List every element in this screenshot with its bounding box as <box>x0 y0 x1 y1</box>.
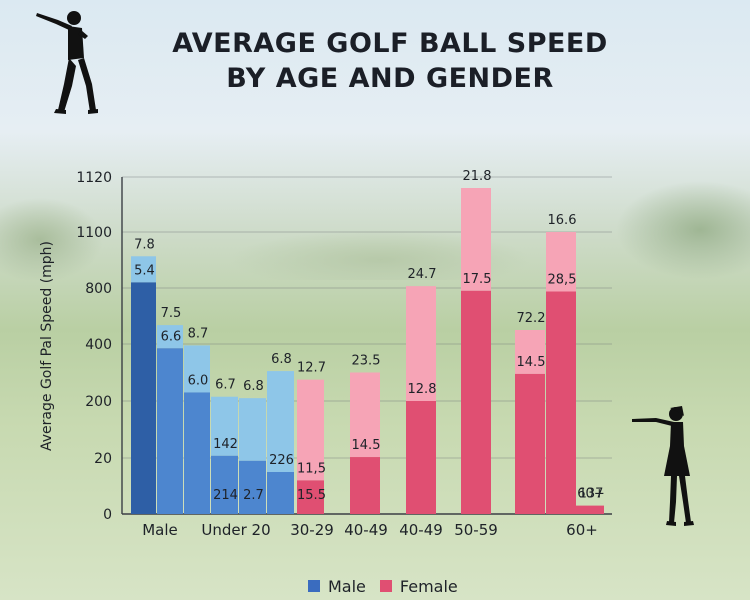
bar-lower-segment <box>131 282 156 514</box>
legend-label-female: Female <box>399 576 458 596</box>
x-category-label: 50-59 <box>454 521 498 539</box>
bar-inner-label: 142 <box>213 437 238 452</box>
bar-top-label: 6.8 <box>243 379 264 394</box>
bar-top-label: 60+ <box>577 487 604 502</box>
bar-upper-segment <box>131 256 156 283</box>
bar-lower-segment <box>546 291 576 514</box>
bar-top-label: 23.5 <box>352 354 381 369</box>
y-tick-label: 0 <box>103 507 112 523</box>
x-axis-labels: Male Under 20 30-29 40-49 40-49 50-59 60+ <box>142 521 598 539</box>
bar-upper-segment <box>350 372 380 458</box>
bar-lower-segment <box>297 480 324 514</box>
bar-upper-segment <box>546 232 576 292</box>
y-tick-label: 800 <box>85 281 112 297</box>
bar-inner-label: 11,5 <box>297 461 326 476</box>
bar-inner-label: 6.0 <box>188 373 209 388</box>
bar-lower-segment <box>157 348 183 514</box>
bar-inner-label: 14.5 <box>517 355 546 370</box>
bar-inner-label: 14.5 <box>352 438 381 453</box>
bar-inner-label: 28,5 <box>548 273 577 288</box>
chart-title: AVERAGE GOLF BALL SPEED BY AGE AND GENDE… <box>90 26 690 96</box>
bar-lower-segment <box>267 472 294 514</box>
male-golfer-icon <box>36 11 98 114</box>
bar-inner-label: 17.5 <box>463 272 492 287</box>
female-golfer-icon <box>632 406 694 526</box>
y-tick-label: 1120 <box>76 170 112 186</box>
y-tick-label: 1100 <box>76 225 112 241</box>
bar-top-label: 6.7 <box>215 378 236 393</box>
bar-top-label: 6.8 <box>271 352 292 367</box>
legend-label-male: Male <box>328 576 366 596</box>
bar-top-label: 21.8 <box>463 169 492 184</box>
chart-title-line-2: BY AGE AND GENDER <box>226 63 554 94</box>
bar-inner-label: 5.4 <box>134 263 155 278</box>
bar-lower-segment <box>406 401 436 514</box>
bar-inner-label: 137 <box>579 487 604 502</box>
bar-upper-segment <box>461 188 491 291</box>
bar-lower-segment <box>515 373 545 514</box>
bar-bottom-label: 15.5 <box>297 488 326 503</box>
bar-lower-segment <box>576 505 604 514</box>
bar-upper-segment <box>157 325 183 349</box>
y-tick-label: 400 <box>85 337 112 353</box>
x-category-label: 40-49 <box>344 521 388 539</box>
bar-inner-label: 6.6 <box>161 329 182 344</box>
legend-swatch-male <box>308 580 320 592</box>
chart-title-line-1: AVERAGE GOLF BALL SPEED <box>172 28 608 59</box>
bar-upper-segment <box>267 371 294 472</box>
bar-top-label: 72.2 <box>517 311 546 326</box>
bar-top-label: 16.6 <box>548 213 577 228</box>
bar-lower-segment <box>350 457 380 514</box>
x-category-label: Male <box>142 521 178 539</box>
y-axis-ticks: 0 20 200 400 800 1100 1120 <box>76 170 112 523</box>
bar-top-label: 24.7 <box>408 267 437 282</box>
bar-bottom-label: 214 <box>213 488 238 503</box>
y-tick-label: 200 <box>85 394 112 410</box>
bar-upper-segment <box>211 396 238 456</box>
bar-top-label: 12.7 <box>297 361 326 376</box>
bar-bottom-label: 2.7 <box>243 488 264 503</box>
bar-top-label: 8.7 <box>188 326 209 341</box>
bar-upper-segment <box>297 379 324 481</box>
legend-swatch-female <box>379 580 392 592</box>
bar-inner-label: 12.8 <box>408 382 437 397</box>
bar-upper-segment <box>184 345 210 393</box>
x-category-label: 60+ <box>566 521 598 539</box>
x-category-label: 40-49 <box>399 521 443 539</box>
bar-lower-segment <box>184 392 210 514</box>
bar-lower-segment <box>461 290 491 514</box>
bar-upper-segment <box>515 330 545 374</box>
bar-inner-label: 226 <box>269 453 294 468</box>
x-category-label: 30-29 <box>290 521 334 539</box>
bars: 7.85.47.56.6 8.76.0 6.71422146.82.76.82261… <box>131 169 605 514</box>
bar-lower-segment <box>211 455 238 514</box>
y-axis-label: Average Golf Pal Speed (mph) <box>39 241 55 451</box>
x-category-label: Under 20 <box>201 521 270 539</box>
bar-upper-segment <box>239 398 266 461</box>
legend: Male Female <box>308 576 458 596</box>
golf-course-background <box>0 150 750 280</box>
bar-upper-segment <box>406 286 436 401</box>
bar-top-label: 7.8 <box>134 237 155 252</box>
y-tick-label: 20 <box>94 451 112 467</box>
bar-top-label: 7.5 <box>161 306 182 321</box>
bar-lower-segment <box>239 460 266 514</box>
